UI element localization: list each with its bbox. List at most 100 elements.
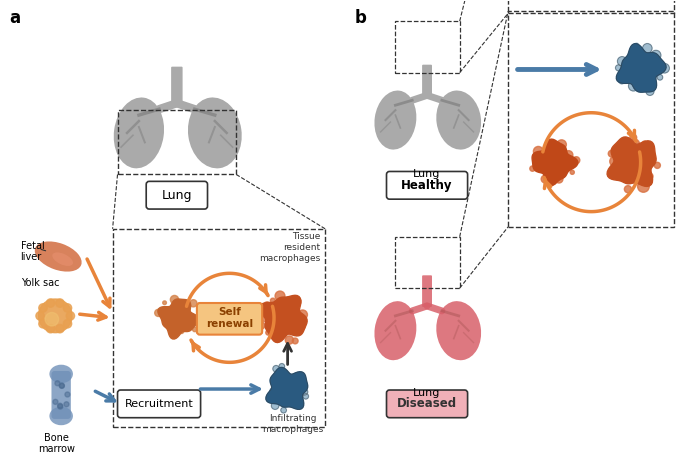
Circle shape <box>657 75 662 80</box>
Text: Lung: Lung <box>413 170 440 179</box>
Circle shape <box>258 322 265 329</box>
Polygon shape <box>266 367 308 409</box>
Circle shape <box>651 50 661 60</box>
FancyBboxPatch shape <box>146 181 208 209</box>
Circle shape <box>163 320 169 326</box>
Circle shape <box>660 64 669 73</box>
Circle shape <box>60 383 64 388</box>
Circle shape <box>299 316 304 321</box>
Text: Healthy: Healthy <box>401 179 453 192</box>
Circle shape <box>619 78 625 84</box>
Circle shape <box>288 400 295 405</box>
Circle shape <box>170 326 176 333</box>
Circle shape <box>301 389 308 395</box>
Circle shape <box>169 309 187 327</box>
Circle shape <box>549 177 557 185</box>
Circle shape <box>633 80 643 90</box>
Circle shape <box>646 87 654 95</box>
FancyBboxPatch shape <box>171 67 183 104</box>
Circle shape <box>271 393 277 401</box>
Circle shape <box>608 150 615 157</box>
Polygon shape <box>607 137 656 186</box>
Circle shape <box>530 166 535 171</box>
Circle shape <box>270 387 277 395</box>
Circle shape <box>293 372 302 382</box>
Circle shape <box>303 394 308 399</box>
Circle shape <box>292 338 298 344</box>
Circle shape <box>615 173 622 180</box>
FancyBboxPatch shape <box>118 390 201 418</box>
Circle shape <box>66 312 75 320</box>
Text: Bone
marrow: Bone marrow <box>38 432 75 454</box>
Circle shape <box>541 150 546 155</box>
Text: Self
renewal: Self renewal <box>206 307 253 329</box>
Circle shape <box>55 381 60 386</box>
Circle shape <box>271 379 276 385</box>
Circle shape <box>544 152 564 172</box>
FancyBboxPatch shape <box>51 371 71 419</box>
Ellipse shape <box>49 407 73 425</box>
Circle shape <box>58 403 62 408</box>
Ellipse shape <box>52 253 73 266</box>
Circle shape <box>564 151 573 159</box>
Circle shape <box>38 299 72 333</box>
Circle shape <box>47 299 55 307</box>
FancyBboxPatch shape <box>386 390 468 418</box>
Circle shape <box>58 404 63 409</box>
Ellipse shape <box>188 97 242 168</box>
Circle shape <box>298 310 308 319</box>
Circle shape <box>645 145 653 153</box>
Ellipse shape <box>114 97 164 168</box>
Circle shape <box>573 157 580 164</box>
Text: Infiltrating
macrophages: Infiltrating macrophages <box>262 414 323 434</box>
Circle shape <box>36 312 45 320</box>
Ellipse shape <box>375 90 416 149</box>
Circle shape <box>273 307 295 329</box>
Circle shape <box>285 336 293 344</box>
Bar <box>508 0 674 13</box>
Text: Diseased: Diseased <box>397 397 457 410</box>
Circle shape <box>646 179 652 185</box>
Circle shape <box>266 330 271 335</box>
Circle shape <box>179 329 184 333</box>
Circle shape <box>621 150 645 174</box>
Text: b: b <box>355 9 366 27</box>
Circle shape <box>291 296 301 307</box>
Circle shape <box>534 147 543 156</box>
Circle shape <box>192 327 197 331</box>
FancyBboxPatch shape <box>422 275 432 307</box>
Circle shape <box>277 379 297 399</box>
Circle shape <box>614 169 623 177</box>
FancyBboxPatch shape <box>197 303 262 335</box>
Circle shape <box>555 175 563 183</box>
Circle shape <box>63 319 72 328</box>
Circle shape <box>616 65 621 71</box>
Circle shape <box>55 299 64 307</box>
Circle shape <box>555 143 560 147</box>
Circle shape <box>654 162 660 168</box>
Circle shape <box>617 57 627 66</box>
Circle shape <box>63 304 72 312</box>
FancyBboxPatch shape <box>386 171 468 199</box>
Circle shape <box>634 43 638 48</box>
Circle shape <box>642 141 647 146</box>
Circle shape <box>630 134 637 141</box>
Circle shape <box>190 300 197 307</box>
Bar <box>118 110 236 174</box>
Circle shape <box>65 392 70 397</box>
Circle shape <box>262 317 267 322</box>
Circle shape <box>638 181 649 192</box>
Circle shape <box>263 302 271 309</box>
Circle shape <box>195 316 201 322</box>
Circle shape <box>647 173 653 180</box>
Circle shape <box>184 303 189 307</box>
Text: Tissue
resident
macrophages: Tissue resident macrophages <box>259 232 321 263</box>
Circle shape <box>570 170 574 174</box>
Circle shape <box>610 156 621 167</box>
Circle shape <box>297 376 301 381</box>
Bar <box>395 237 460 288</box>
Circle shape <box>300 324 305 329</box>
Ellipse shape <box>375 301 416 360</box>
Text: Fetal
liver: Fetal liver <box>21 241 45 262</box>
Text: Lung: Lung <box>413 388 440 398</box>
